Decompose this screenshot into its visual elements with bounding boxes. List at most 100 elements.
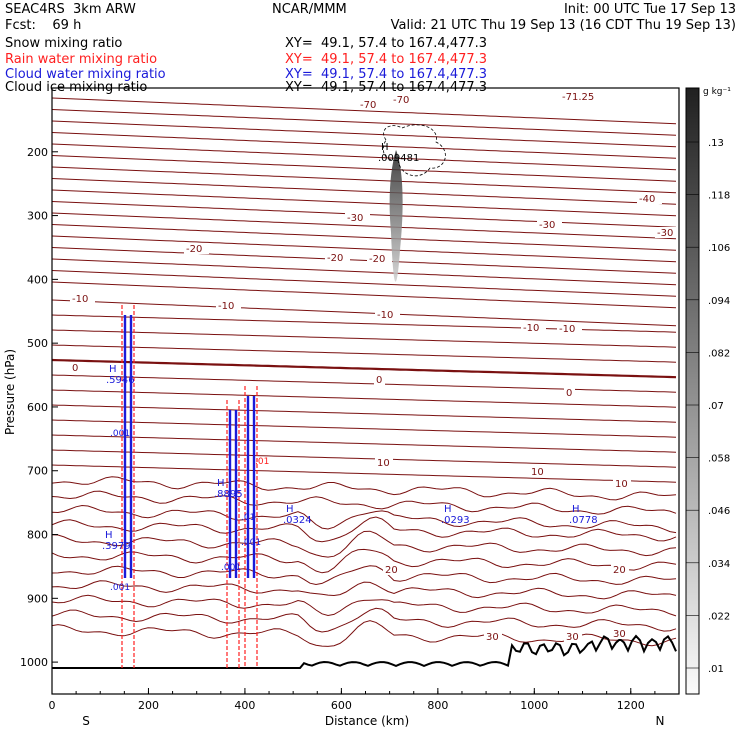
- maximum-value: .0778: [569, 515, 598, 526]
- maximum-value: .8895: [214, 489, 243, 500]
- isotherm-label: -20: [327, 253, 343, 264]
- y-axis-title: Pressure (hPa): [3, 349, 17, 435]
- maximum-marker: H: [444, 504, 452, 515]
- isotherm-label: 30: [566, 632, 579, 643]
- isotherm-label-bg: [611, 564, 629, 575]
- field-cloud-water-name: Cloud water mixing ratio: [5, 67, 166, 82]
- isotherm-label-bg: [637, 193, 662, 204]
- isotherm-label: -10: [377, 310, 393, 321]
- south-label: S: [82, 714, 90, 728]
- colorbar-tick-label: .094: [708, 296, 730, 307]
- isotherm-line: [52, 281, 677, 309]
- isotherm-line: [52, 490, 677, 515]
- isotherm-line: [52, 97, 677, 125]
- colorbar-tick-label: .082: [708, 348, 730, 359]
- x-tick-label: 600: [331, 699, 352, 712]
- isotherm-line: [52, 132, 677, 159]
- maximum-value: .009481: [378, 153, 419, 164]
- valid-time: Valid: 21 UTC Thu 19 Sep 13 (16 CDT Thu …: [390, 18, 736, 33]
- x-tick-label: 1000: [520, 699, 548, 712]
- isotherm-line: [52, 189, 677, 217]
- field-rain-name: Rain water mixing ratio: [5, 52, 158, 67]
- isotherm-line: [52, 594, 677, 617]
- isotherm-label-bg: [325, 252, 350, 263]
- x-tick-label: 200: [138, 699, 159, 712]
- center-label: NCAR/MMM: [272, 2, 347, 17]
- isotherm-label-bg: [70, 362, 81, 373]
- isotherm-label-bg: [374, 374, 385, 385]
- isotherm-label: -40: [639, 194, 655, 205]
- isotherm-line: [52, 389, 677, 408]
- isotherm-label-bg: [375, 457, 393, 468]
- isotherm-label-bg: [655, 227, 680, 238]
- maximum-marker: H: [381, 142, 389, 153]
- mixing-ratio-label: .001: [221, 563, 241, 573]
- isotherm-line: [52, 120, 677, 148]
- isotherm-label: -10: [559, 324, 575, 335]
- maximum-marker: H: [286, 504, 294, 515]
- colorbar-tick-label: .058: [708, 454, 730, 465]
- isotherm-line: [52, 166, 677, 194]
- field-snow-name: Snow mixing ratio: [5, 36, 123, 51]
- terrain-surface: [52, 634, 677, 669]
- mixing-ratio-label: .01: [241, 513, 255, 523]
- isotherm-label: -70: [393, 95, 409, 106]
- isotherm-label-bg: [560, 91, 606, 102]
- maximum-value: .0324: [283, 515, 312, 526]
- init-time: Init: 00 UTC Tue 17 Sep 13: [563, 2, 736, 17]
- isotherm-label-bg: [564, 631, 582, 642]
- isotherm-label: 20: [385, 565, 398, 576]
- isotherm-line: [52, 449, 677, 468]
- isotherm-line: [52, 178, 677, 205]
- mixing-ratio-label: .001: [110, 583, 130, 593]
- y-tick-label: 200: [27, 146, 48, 159]
- y-tick-label: 300: [27, 210, 48, 223]
- colorbar-tick-label: .118: [708, 191, 730, 202]
- rain-contour: [226, 400, 240, 668]
- rain-contour: [121, 305, 135, 668]
- isotherm-line: [52, 565, 677, 586]
- isotherm-line: [52, 109, 677, 136]
- cloud-water-contour: [246, 396, 256, 578]
- isotherm-label-bg: [383, 564, 401, 575]
- isotherm-label-bg: [375, 309, 400, 320]
- colorbar-tick-label: .01: [708, 664, 724, 675]
- x-tick-label: 1200: [617, 699, 645, 712]
- isotherm-label: -70: [360, 100, 376, 111]
- isotherm-label: -10: [72, 294, 88, 305]
- isotherm-line: [52, 247, 677, 274]
- cloud-ice-contour: [382, 124, 446, 177]
- isotherm-label: -30: [539, 220, 555, 231]
- mixing-ratio-label: .001: [110, 429, 130, 439]
- isotherm-label: 0: [566, 388, 572, 399]
- colorbar-tick-label: .046: [708, 506, 730, 517]
- y-tick-label: 800: [27, 529, 48, 542]
- isotherm-line: [52, 419, 677, 438]
- isotherm-label: 30: [486, 632, 499, 643]
- colorbar-tick-label: .07: [708, 401, 724, 412]
- isotherm-line: [52, 314, 677, 333]
- field-snow-xy: XY= 49.1, 57.4 to 167.4,477.3: [285, 36, 488, 51]
- maximum-marker: H: [217, 478, 225, 489]
- isotherm-line: [52, 607, 677, 633]
- isotherm-line: [52, 235, 677, 263]
- colorbar-tick-label: .022: [708, 611, 730, 622]
- isotherm-line: [52, 580, 677, 600]
- isotherm-label: 10: [531, 467, 544, 478]
- colorbar: [685, 87, 700, 695]
- isotherm-label: -30: [347, 213, 363, 224]
- isotherm-line: [52, 212, 677, 240]
- isotherm-line: [52, 504, 677, 534]
- isotherm-label-bg: [529, 466, 547, 477]
- colorbar-tick-label: .034: [708, 559, 730, 570]
- isotherm-label-bg: [70, 293, 95, 304]
- isotherm-label: -20: [186, 244, 202, 255]
- colorbar-tick-label: .106: [708, 243, 730, 254]
- isotherm-line: [52, 344, 677, 363]
- isotherm-label: -71.25: [562, 92, 594, 103]
- isotherm-label-bg: [613, 478, 631, 489]
- isotherm-label-bg: [564, 387, 575, 398]
- isotherm-line: [52, 516, 677, 543]
- isotherm-label: 20: [613, 565, 626, 576]
